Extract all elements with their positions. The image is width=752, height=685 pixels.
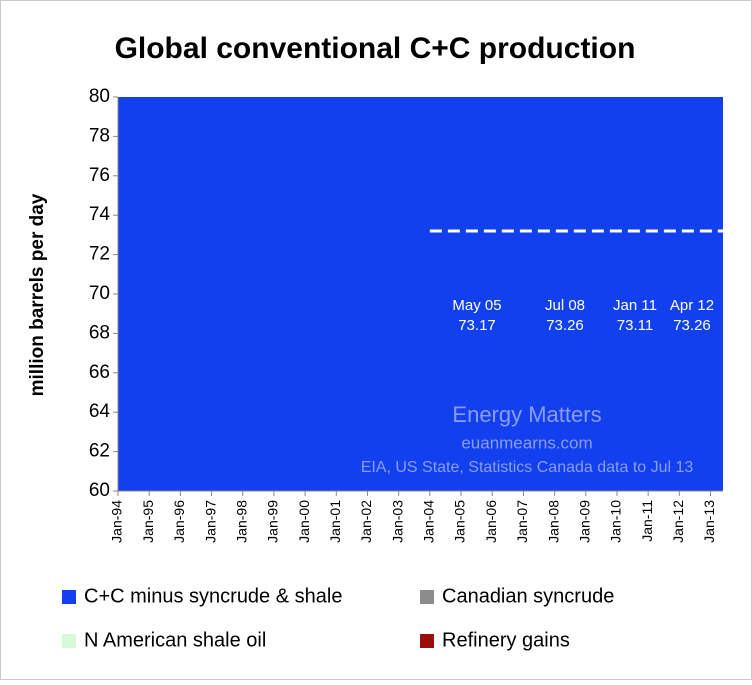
legend-swatch xyxy=(420,590,434,604)
x-tick-label: Jan-00 xyxy=(296,500,312,543)
legend-swatch xyxy=(62,634,76,648)
x-tick-label: Jan-04 xyxy=(421,500,437,543)
x-tick-label: Jan-09 xyxy=(576,500,592,543)
legend-label: Refinery gains xyxy=(442,629,570,651)
y-tick-label: 76 xyxy=(89,165,110,186)
y-tick-label: 66 xyxy=(89,362,110,383)
area xyxy=(118,97,723,491)
chart-title: Global conventional C+C production xyxy=(115,32,636,65)
x-tick-label: Jan-10 xyxy=(608,500,624,543)
x-tick-label: Jan-07 xyxy=(514,500,530,543)
y-tick-label: 70 xyxy=(89,283,110,304)
watermark: EIA, US State, Statistics Canada data to… xyxy=(361,459,694,476)
legend-label: N American shale oil xyxy=(84,629,266,651)
x-tick-label: Jan-12 xyxy=(670,500,686,543)
legend-swatch xyxy=(420,634,434,648)
annotation-label: May 05 xyxy=(452,297,501,314)
x-tick-label: Jan-01 xyxy=(327,500,343,543)
x-tick-label: Jan-94 xyxy=(109,500,125,543)
y-tick-label: 60 xyxy=(89,480,110,501)
x-tick-label: Jan-96 xyxy=(171,500,187,543)
annotation-value: 73.26 xyxy=(673,317,711,334)
x-tick-label: Jan-13 xyxy=(701,500,717,543)
y-tick-label: 78 xyxy=(89,125,110,146)
y-tick-label: 74 xyxy=(89,204,111,225)
annotation-label: Jan 11 xyxy=(613,297,657,314)
x-tick-label: Jan-98 xyxy=(233,500,249,543)
watermark: Energy Matters xyxy=(452,402,601,427)
y-tick-label: 68 xyxy=(89,322,110,343)
x-tick-label: Jan-08 xyxy=(545,500,561,543)
x-tick-label: Jan-05 xyxy=(452,500,468,543)
x-tick-label: Jan-95 xyxy=(140,500,156,543)
x-tick-label: Jan-03 xyxy=(389,500,405,543)
x-tick-label: Jan-97 xyxy=(202,500,218,543)
legend-label: C+C minus syncrude & shale xyxy=(84,585,342,607)
x-tick-label: Jan-06 xyxy=(483,500,499,543)
y-tick-label: 80 xyxy=(89,86,110,107)
y-tick-label: 64 xyxy=(89,401,111,422)
annotation-value: 73.11 xyxy=(617,317,653,334)
watermark: euanmearns.com xyxy=(461,433,592,452)
x-tick-label: Jan-99 xyxy=(265,500,281,543)
y-axis-label: million barrels per day xyxy=(27,193,48,396)
y-tick-label: 62 xyxy=(89,441,110,462)
x-tick-label: Jan-11 xyxy=(639,500,655,542)
annotation-label: Apr 12 xyxy=(670,297,714,314)
annotation-value: 73.17 xyxy=(458,317,496,334)
legend-swatch xyxy=(62,590,76,604)
annotation-label: Jul 08 xyxy=(545,297,585,314)
y-tick-label: 72 xyxy=(89,244,110,265)
legend-label: Canadian syncrude xyxy=(442,585,614,607)
x-tick-label: Jan-02 xyxy=(358,500,374,543)
annotation-value: 73.26 xyxy=(546,317,584,334)
